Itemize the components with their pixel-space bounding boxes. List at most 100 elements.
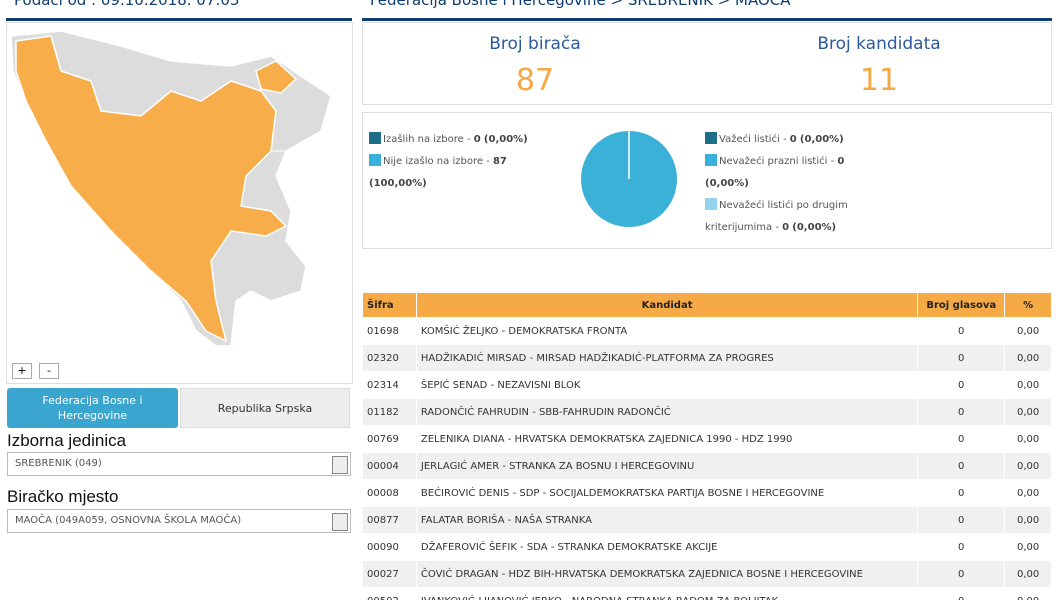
stats-panel: Broj birača 87 Broj kandidata 11 [362,22,1052,105]
stat-value: 11 [859,63,899,98]
table-cell: 02320 [362,344,417,372]
table-cell: ŠEPIĆ SENAD - NEZAVISNI BLOK [415,371,919,399]
stat-label: Broj birača [489,34,581,54]
legend-item: Nije izašlo na izbore87 (100,00%) [369,151,539,195]
select-arrow[interactable] [332,456,348,474]
breadcrumb: Federacija Bosne i Hercegovine > SREBREN… [370,0,791,9]
legend-label: Važeći listići [719,134,790,145]
select-value: SREBRENIK (049) [15,458,102,469]
map-region-fbih[interactable] [15,35,288,343]
table-cell: 0 [917,587,1006,600]
table-cell: 01698 [362,317,417,345]
table-row: 00090 DŽAFEROVIĆ ŠEFIK - SDA - STRANKA DE… [362,533,1052,561]
table-cell: 0,00 [1004,560,1052,588]
legend-count: 87 [492,156,507,167]
map[interactable] [7,23,352,383]
select-arrow[interactable] [332,513,348,531]
table-cell: 01182 [362,398,417,426]
table-cell: 0 [917,533,1006,561]
legend-swatch [705,198,717,210]
updated-label: Podaci od : 09.10.2018. 07:05 [14,0,240,9]
table-cell: 00502 [362,587,417,600]
table-row: 00008 BEĆIROVIĆ DENIS - SDP - SOCIJALDEMO… [362,479,1052,507]
table-cell: 0 [917,560,1006,588]
table-cell: HADŽIKADIĆ MIRSAD - MIRSAD HADŽIKADIĆ-PL… [415,344,919,372]
table-cell: 0,00 [1004,452,1052,480]
table-row: 02320 HADŽIKADIĆ MIRSAD - MIRSAD HADŽIKAD… [362,344,1052,372]
table-cell: IVANKOVIĆ-LIJANOVIĆ JERKO - NARODNA STRA… [415,587,919,600]
legend: Važeći listići0 (0,00%)Nevažeći prazni l… [705,129,865,239]
table-cell: 0 [917,506,1006,534]
table-cell: 0,00 [1004,425,1052,453]
column-header: Kandidat [415,292,919,318]
table-cell: 0,00 [1004,398,1052,426]
table-cell: 0,00 [1004,371,1052,399]
map-region-fbih[interactable] [255,60,298,94]
table-cell: 00008 [362,479,417,507]
table-header: Šifra Kandidat Broj glasova% [362,292,1052,318]
table-cell: JERLAGIĆ AMER - STRANKA ZA BOSNU I HERCE… [415,452,919,480]
column-header: % [1004,292,1052,318]
table-row: 01182 RADONČIĆ FAHRUDIN - SBB-FAHRUDIN RA… [362,398,1052,426]
legend-label: Nevažeći prazni listići [719,156,837,167]
turnout-panel: Izašlih na izbore0 (0,00%)Nije izašlo na… [362,112,1052,249]
legend-item: Nevažeći prazni listići0 (0,00%) [705,151,865,195]
legend-count: 0 [789,134,797,145]
table-row: 01698 KOMŠIĆ ŽELJKO - DEMOKRATSKA FRONTA 0… [362,317,1052,345]
legend-count: 0 [782,222,790,233]
table-cell: 0 [917,317,1006,345]
legend-percent: (0,00%) [792,222,837,233]
select[interactable]: SREBRENIK (049) [7,452,351,476]
results-table: Šifra Kandidat Broj glasova% 01698 KOMŠIĆ ŽE… [362,292,1052,600]
table-row: 00769 ZELENIKA DIANA - HRVATSKA DEMOKRATS… [362,425,1052,453]
tab-active[interactable]: Federacija Bosne i Hercegovine [7,388,178,428]
legend-percent: (0,00%) [799,134,844,145]
legend-item: Izašlih na izbore0 (0,00%) [369,129,539,151]
table-row: 00877 FALATAR BORIŠA - NAŠA STRANKA 0 0,00 [362,506,1052,534]
table-cell: KOMŠIĆ ŽELJKO - DEMOKRATSKA FRONTA [415,317,919,345]
legend-label: Nije izašlo na izbore [383,156,493,167]
legend-swatch [705,154,717,166]
table-cell: 0 [917,425,1006,453]
table-row: 00027 ČOVIĆ DRAGAN - HDZ BIH-HRVATSKA DEM… [362,560,1052,588]
legend-count: 0 [473,134,481,145]
divider [6,18,352,21]
table-cell: 0 [917,371,1006,399]
legend-swatch [369,154,381,166]
table-cell: 0 [917,479,1006,507]
table-cell: RADONČIĆ FAHRUDIN - SBB-FAHRUDIN RADONČI… [415,398,919,426]
table-cell: 00877 [362,506,417,534]
table-cell: FALATAR BORIŠA - NAŠA STRANKA [415,506,919,534]
tab[interactable]: Republika Srpska [180,388,350,428]
legend-label: Izašlih na izbore [383,134,474,145]
table-cell: 00769 [362,425,417,453]
table-cell: 02314 [362,371,417,399]
legend-count: 0 [837,156,845,167]
divider [362,18,1052,21]
zoom-out[interactable]: - [39,363,59,379]
table-row: 02314 ŠEPIĆ SENAD - NEZAVISNI BLOK 0 0,00 [362,371,1052,399]
table-cell: 00027 [362,560,417,588]
select[interactable]: MAOČA (049A059, OSNOVNA ŠKOLA MAOČA) [7,509,351,533]
table-cell: 0,00 [1004,344,1052,372]
filter-label: Izborna jedinica [7,431,127,450]
table-cell: 00004 [362,452,417,480]
table-row: 00502IVANKOVIĆ-LIJANOVIĆ JERKO - NARODNA… [362,587,1052,600]
table-cell: 0,00 [1004,317,1052,345]
filter-label: Biračko mjesto [7,487,119,506]
legend: Izašlih na izbore0 (0,00%)Nije izašlo na… [369,129,539,195]
table-cell: DŽAFEROVIĆ ŠEFIK - SDA - STRANKA DEMOKRA… [415,533,919,561]
pie-chart [581,131,677,227]
legend-swatch [369,132,381,144]
column-header: Šifra [362,292,417,318]
table-cell: ZELENIKA DIANA - HRVATSKA DEMOKRATSKA ZA… [415,425,919,453]
table-cell: 0 [917,344,1006,372]
table-row: 00004 JERLAGIĆ AMER - STRANKA ZA BOSNU I … [362,452,1052,480]
table-cell: ČOVIĆ DRAGAN - HDZ BIH-HRVATSKA DEMOKRAT… [415,560,919,588]
legend-percent: (100,00%) [369,178,427,189]
table-cell: BEĆIROVIĆ DENIS - SDP - SOCIJALDEMOKRATS… [415,479,919,507]
legend-item: Važeći listići0 (0,00%) [705,129,865,151]
map-panel: + - [6,22,353,384]
zoom-in[interactable]: + [12,363,32,379]
table-cell: 00090 [362,533,417,561]
